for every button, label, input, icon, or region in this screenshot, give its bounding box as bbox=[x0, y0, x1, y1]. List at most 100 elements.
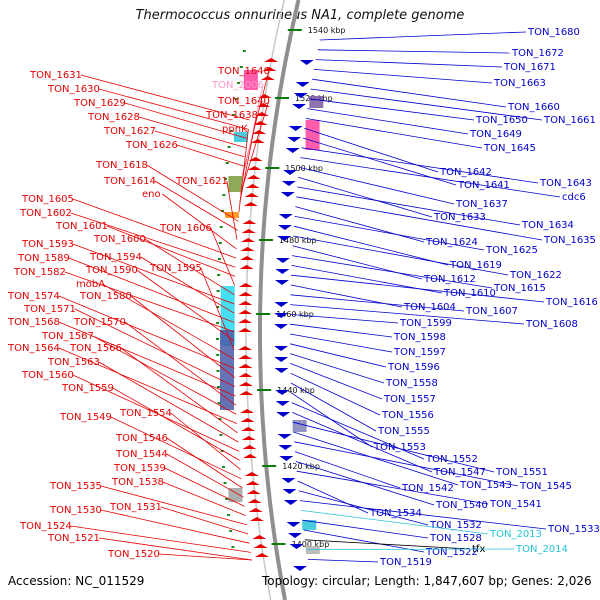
forward-gene-arrow[interactable] bbox=[240, 247, 255, 251]
gene-label-ton-1621[interactable]: TON_1621 bbox=[175, 176, 228, 187]
forward-gene-arrow[interactable] bbox=[248, 508, 263, 512]
gene-label-cdc6[interactable]: cdc6 bbox=[562, 192, 586, 203]
forward-gene-arrow[interactable] bbox=[239, 265, 254, 269]
feature-block[interactable] bbox=[224, 212, 239, 218]
gene-label-ton-1631[interactable]: TON_1631 bbox=[29, 70, 82, 81]
gene-label-ton-1616[interactable]: TON_1616 bbox=[545, 297, 598, 308]
gene-label-ton-1531[interactable]: TON_1531 bbox=[109, 502, 162, 513]
forward-gene-arrow[interactable] bbox=[241, 427, 256, 431]
reverse-gene-arrow[interactable] bbox=[288, 126, 303, 131]
gene-label-ton-1596[interactable]: TON_1596 bbox=[387, 362, 440, 373]
forward-gene-arrow[interactable] bbox=[240, 418, 255, 422]
gene-label-ton-1601[interactable]: TON_1601 bbox=[55, 221, 108, 232]
reverse-gene-arrow[interactable] bbox=[278, 445, 293, 450]
reverse-gene-arrow[interactable] bbox=[281, 181, 296, 186]
forward-gene-arrow[interactable] bbox=[241, 436, 256, 440]
gene-label-ton-1560[interactable]: TON_1560 bbox=[21, 370, 74, 381]
gene-label-ton-1602[interactable]: TON_1602 bbox=[19, 208, 72, 219]
gene-label-moba[interactable]: mobA bbox=[76, 279, 105, 290]
reverse-gene-arrow[interactable] bbox=[274, 280, 289, 285]
gene-label-ton-1574[interactable]: TON_1574 bbox=[7, 291, 60, 302]
gene-label-ton-1563[interactable]: TON_1563 bbox=[47, 357, 100, 368]
gene-label-ton-1618[interactable]: TON_1618 bbox=[95, 160, 148, 171]
gene-label-ton-1615[interactable]: TON_1615 bbox=[493, 283, 546, 294]
gene-label-ton-1643[interactable]: TON_1643 bbox=[539, 178, 592, 189]
gene-label-ton-1628[interactable]: TON_1628 bbox=[87, 112, 140, 123]
gene-label-ton-1571[interactable]: TON_1571 bbox=[23, 304, 76, 315]
gene-label-ton-1593[interactable]: TON_1593 bbox=[21, 239, 74, 250]
reverse-gene-arrow[interactable] bbox=[278, 214, 293, 219]
gene-label-ton-1672[interactable]: TON_1672 bbox=[511, 48, 564, 59]
feature-block[interactable] bbox=[228, 176, 243, 192]
reverse-gene-arrow[interactable] bbox=[275, 390, 290, 395]
gene-label-ton-2014[interactable]: TON_2014 bbox=[515, 544, 568, 555]
reverse-gene-arrow[interactable] bbox=[299, 60, 314, 65]
gene-label-ton-1649[interactable]: TON_1649 bbox=[469, 129, 522, 140]
gene-label-ton-2013[interactable]: TON_2013 bbox=[489, 529, 542, 540]
reverse-gene-arrow[interactable] bbox=[280, 192, 295, 197]
gene-label-ton-1546[interactable]: TON_1546 bbox=[115, 433, 168, 444]
gene-label-ton-1597[interactable]: TON_1597 bbox=[393, 347, 446, 358]
forward-gene-arrow[interactable] bbox=[242, 220, 257, 224]
gene-label-ton-1663[interactable]: TON_1663 bbox=[493, 78, 546, 89]
reverse-gene-arrow[interactable] bbox=[274, 368, 289, 373]
gene-label-ton-1564[interactable]: TON_1564 bbox=[7, 343, 60, 354]
gene-label-ton-1612[interactable]: TON_1612 bbox=[423, 274, 476, 285]
feature-block[interactable] bbox=[302, 520, 317, 530]
feature-block[interactable] bbox=[228, 488, 243, 502]
gene-label-ton-1637[interactable]: TON_1637 bbox=[455, 199, 508, 210]
reverse-gene-arrow[interactable] bbox=[279, 456, 294, 461]
gene-label-ton-1542[interactable]: TON_1542 bbox=[401, 483, 454, 494]
gene-label-ton-1549[interactable]: TON_1549 bbox=[59, 412, 112, 423]
gene-label-ton-1600[interactable]: TON_1600 bbox=[93, 234, 146, 245]
feature-block[interactable] bbox=[220, 330, 235, 410]
forward-gene-arrow[interactable] bbox=[238, 355, 253, 359]
gene-label-ton-1630[interactable]: TON_1630 bbox=[47, 84, 100, 95]
gene-label-ton-1627[interactable]: TON_1627 bbox=[103, 126, 156, 137]
reverse-gene-arrow[interactable] bbox=[287, 137, 302, 142]
gene-label-ton-1544[interactable]: TON_1544 bbox=[115, 449, 168, 460]
gene-label-ton-1524[interactable]: TON_1524 bbox=[19, 521, 72, 532]
forward-gene-arrow[interactable] bbox=[246, 175, 261, 179]
gene-label-ton-1599[interactable]: TON_1599 bbox=[399, 318, 452, 329]
gene-label-eno[interactable]: eno bbox=[142, 189, 161, 200]
reverse-gene-arrow[interactable] bbox=[274, 357, 289, 362]
gene-label-ton-1595[interactable]: TON_1595 bbox=[149, 263, 202, 274]
gene-label-ton-1598[interactable]: TON_1598 bbox=[393, 332, 446, 343]
reverse-gene-arrow[interactable] bbox=[293, 566, 308, 571]
forward-gene-arrow[interactable] bbox=[242, 445, 257, 449]
forward-gene-arrow[interactable] bbox=[247, 499, 262, 503]
reverse-gene-arrow[interactable] bbox=[281, 478, 296, 483]
feature-block[interactable] bbox=[309, 96, 324, 108]
gene-label-ton-1608[interactable]: TON_1608 bbox=[525, 319, 578, 330]
gene-label-ton-1605[interactable]: TON_1605 bbox=[21, 194, 74, 205]
gene-label-ton-1530[interactable]: TON_1530 bbox=[49, 505, 102, 516]
forward-gene-arrow[interactable] bbox=[238, 364, 253, 368]
gene-label-ton-1545[interactable]: TON_1545 bbox=[519, 481, 572, 492]
forward-gene-arrow[interactable] bbox=[243, 454, 258, 458]
gene-label-ton-1520[interactable]: TON_1520 bbox=[107, 549, 160, 560]
gene-label-ton-1566[interactable]: TON_1566 bbox=[69, 343, 122, 354]
forward-gene-arrow[interactable] bbox=[245, 184, 260, 188]
gene-label-ton-1556[interactable]: TON_1556 bbox=[381, 410, 434, 421]
forward-gene-arrow[interactable] bbox=[238, 301, 253, 305]
gene-label-ton-1558[interactable]: TON_1558 bbox=[385, 378, 438, 389]
feature-block[interactable] bbox=[243, 70, 258, 90]
gene-label-ton-1619[interactable]: TON_1619 bbox=[449, 260, 502, 271]
reverse-gene-arrow[interactable] bbox=[282, 489, 297, 494]
forward-gene-arrow[interactable] bbox=[240, 409, 255, 413]
gene-label-ton-1555[interactable]: TON_1555 bbox=[377, 426, 430, 437]
gene-label-ton-1614[interactable]: TON_1614 bbox=[103, 176, 156, 187]
forward-gene-arrow[interactable] bbox=[238, 319, 253, 323]
gene-label-ton-1633[interactable]: TON_1633 bbox=[433, 212, 486, 223]
forward-gene-arrow[interactable] bbox=[254, 553, 269, 557]
reverse-gene-arrow[interactable] bbox=[283, 500, 298, 505]
gene-label-ton-1551[interactable]: TON_1551 bbox=[495, 467, 548, 478]
gene-label-ton-1533[interactable]: TON_1533 bbox=[547, 524, 600, 535]
gene-label-ton-1635[interactable]: TON_1635 bbox=[543, 235, 596, 246]
gene-label-ton-1570[interactable]: TON_1570 bbox=[73, 317, 126, 328]
feature-block[interactable] bbox=[305, 546, 320, 554]
forward-gene-arrow[interactable] bbox=[252, 535, 267, 539]
gene-label-ton-1645[interactable]: TON_1645 bbox=[483, 143, 536, 154]
